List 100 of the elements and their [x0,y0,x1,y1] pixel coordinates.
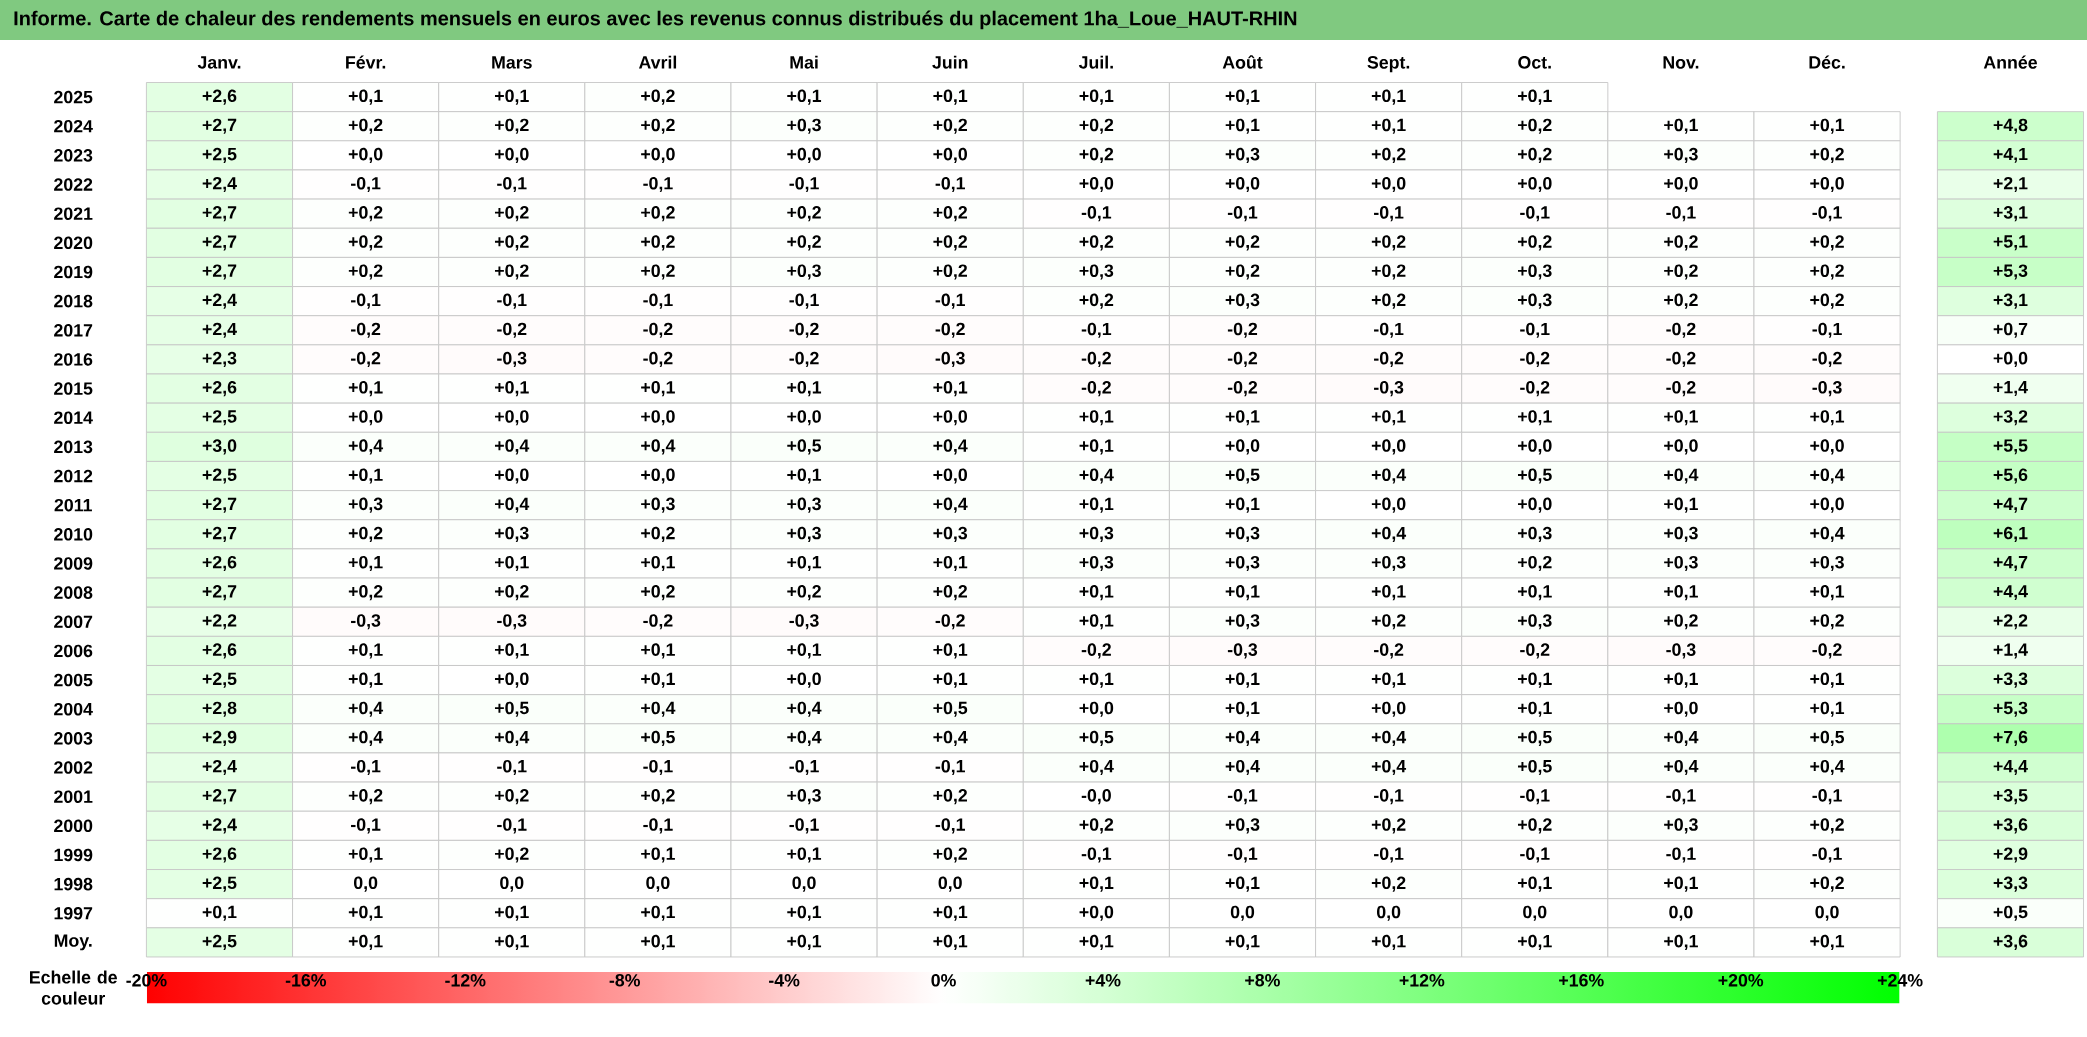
data-label: +0,2 [1371,614,1406,630]
data-label: +2,9 [1993,847,2028,863]
color-bar-label: +4% [1085,974,1121,987]
y-tick-label: 2008 [54,586,93,599]
data-label: +0,1 [933,643,968,659]
data-label: +0,4 [348,730,384,747]
data-label: +0,2 [1225,235,1260,251]
x-tick-label: Mai [790,55,818,69]
data-label: -0,1 [351,177,381,193]
data-label: +0,3 [1225,526,1260,542]
data-label: 0,0 [1523,905,1547,921]
data-label: +0,1 [1664,497,1698,513]
data-label: +0,4 [1664,730,1699,747]
data-label: +2,5 [202,468,237,484]
data-label: -0,2 [1227,322,1258,338]
data-label: +0,1 [1371,672,1406,688]
data-label: +0,1 [1810,118,1845,134]
data-label: +0,2 [494,206,529,222]
data-label: +0,2 [933,847,967,863]
data-label: -0,1 [1812,206,1842,222]
data-label: -0,2 [643,351,673,368]
data-label: +4,7 [1993,556,2028,572]
data-label: +2,2 [202,614,237,630]
color-bar-label: -8% [609,974,641,987]
data-label: +0,4 [494,439,530,455]
data-label: +2,7 [202,235,237,251]
data-label: +2,7 [202,264,237,280]
data-label: -0,1 [1374,322,1404,338]
data-label: +2,6 [202,555,237,572]
data-label: -0,0 [1081,789,1111,805]
data-label: +0,1 [1225,701,1260,717]
data-label: +0,3 [1079,555,1114,572]
data-label: +0,1 [348,381,383,397]
y-tick-label: 2023 [54,149,93,162]
data-label: -0,3 [935,351,965,368]
data-label: +3,1 [1993,293,2028,309]
data-label: +0,1 [348,643,383,659]
data-label: +0,4 [1810,468,1845,484]
data-label: 0,0 [1376,905,1401,921]
data-label: +3,1 [1993,206,2028,222]
data-label: +0,2 [1371,147,1406,164]
data-label: +0,4 [1079,760,1114,776]
data-label: +0,2 [1664,264,1698,280]
data-label: -0,1 [643,177,673,193]
x-tick-label: Avril [638,55,677,69]
data-label: -0,1 [1666,789,1696,805]
color-bar-label: +20% [1718,974,1764,987]
data-label: -0,1 [497,293,527,309]
data-label: +0,1 [1371,89,1406,105]
data-label: +4,8 [1993,118,2028,134]
data-label: -0,2 [789,351,819,368]
data-label: +0,0 [494,147,529,164]
data-label: +4,4 [1993,760,2028,776]
data-label: +0,0 [348,410,383,426]
data-label: +5,1 [1993,235,2028,251]
data-label: +5,6 [1993,468,2028,484]
data-label: +0,3 [1371,555,1406,572]
data-label: +0,2 [1371,876,1406,892]
data-label: -0,2 [1812,351,1842,368]
y-tick-label: 2009 [54,557,93,570]
data-label: +0,2 [1810,614,1844,630]
data-label: -0,2 [1081,351,1111,368]
data-label: +0,0 [787,410,821,426]
data-label: +0,1 [1225,89,1260,105]
data-label: -0,1 [351,818,381,834]
data-label: +0,0 [933,410,967,426]
y-tick-label: 2017 [54,324,93,337]
data-label: +0,2 [1079,818,1114,834]
data-label: -0,2 [1520,351,1550,368]
data-label: +0,0 [641,468,675,484]
data-label: -0,1 [643,293,673,309]
data-label: -0,1 [1227,847,1258,863]
data-label: +2,2 [1993,614,2028,630]
data-label: +0,5 [494,701,529,717]
data-label: -0,1 [1812,847,1842,863]
data-label: -0,1 [789,760,819,776]
y-tick-label: 2024 [54,120,93,133]
data-label: +2,5 [202,410,237,426]
data-label: +0,4 [1225,760,1260,776]
data-label: +0,0 [1079,905,1114,921]
data-label: +0,1 [348,905,383,921]
data-label: +2,6 [202,847,237,863]
data-label: +0,1 [641,672,675,688]
data-label: +4,7 [1993,497,2028,513]
data-label: +7,6 [1993,730,2028,747]
data-label: +0,1 [494,905,529,921]
data-label: +0,1 [787,847,822,863]
data-label: +0,2 [1517,555,1552,572]
data-label: +0,0 [1810,177,1844,193]
data-label: -0,1 [497,760,527,776]
data-label: +0,1 [1810,410,1845,426]
x-tick-label: Janv. [197,56,241,69]
data-label: -0,2 [1666,322,1696,338]
data-label: +0,2 [348,235,383,251]
data-label: +0,3 [1517,293,1552,309]
data-label: +2,4 [202,760,237,776]
data-label: +4,1 [1993,147,2028,163]
data-label: +0,1 [1517,410,1552,426]
data-label: +0,4 [494,497,530,513]
y-tick-label: 2011 [54,498,92,512]
